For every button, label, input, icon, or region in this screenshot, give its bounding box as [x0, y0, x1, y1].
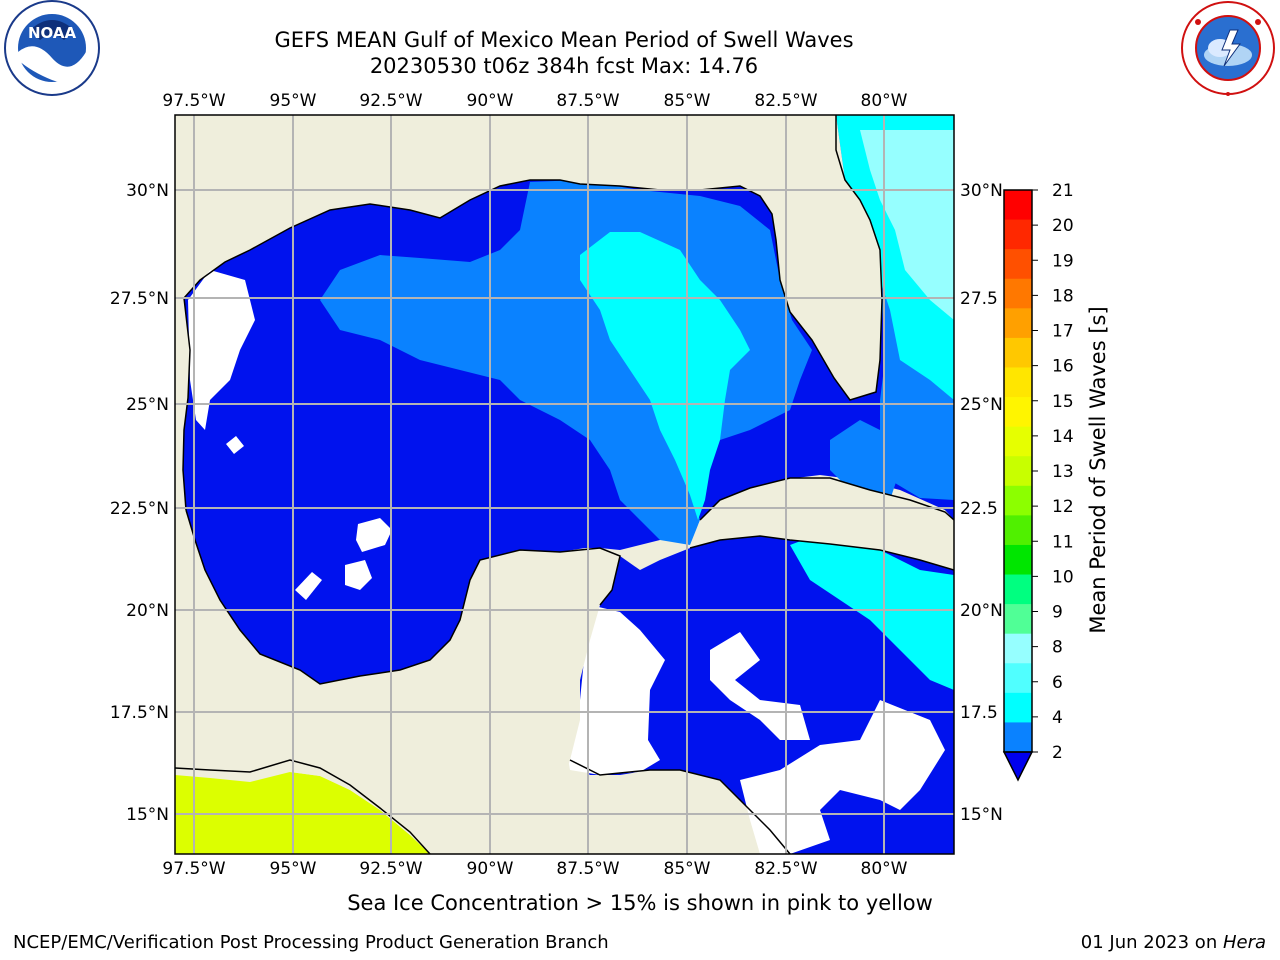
colorbar-extend-arrow — [1002, 751, 1034, 782]
florida-land — [520, 115, 882, 400]
lat-tick-left: 30°N — [126, 181, 169, 201]
colorbar-tick-label: 10 — [1052, 567, 1074, 587]
graticule — [175, 115, 954, 854]
colorbar-swatch — [1004, 337, 1032, 368]
colorbar-swatch — [1004, 485, 1032, 516]
footer-date: 01 Jun 2023 on Hera — [1081, 932, 1266, 953]
colorbar-swatch — [1004, 692, 1032, 723]
map-frame — [174, 114, 955, 855]
lon-tick-bottom: 95°W — [270, 859, 317, 879]
colorbar-tick-label: 19 — [1052, 251, 1074, 271]
colorbar-tick-label: 2 — [1052, 743, 1063, 763]
sea-ice-note: Sea Ice Concentration > 15% is shown in … — [347, 891, 933, 915]
colorbar-swatch — [1004, 663, 1032, 694]
lon-tick-bottom: 87.5°W — [556, 859, 619, 879]
nws-logo-icon — [1181, 1, 1275, 96]
svg-text:NOAA: NOAA — [28, 24, 77, 42]
colorbar-tick-label: 9 — [1052, 603, 1063, 623]
lat-tick-left: 25°N — [126, 395, 169, 415]
colorbar-tick-label: 8 — [1052, 638, 1063, 658]
lon-tick-top: 95°W — [270, 91, 317, 111]
lon-tick-top: 85°W — [664, 91, 711, 111]
noaa-logo-icon: NOAA — [4, 0, 100, 96]
undefined-area-island-4 — [226, 436, 244, 454]
colorbar-tick-label: 18 — [1052, 286, 1074, 306]
colorbar — [1002, 189, 1034, 782]
lon-tick-top: 80°W — [861, 91, 908, 111]
colorbar-swatch — [1004, 604, 1032, 635]
lat-ticks-left: 30°N 27.5°N 25°N 22.5°N 20°N 17.5°N 15°N — [110, 181, 169, 825]
colorbar-tick-label: 17 — [1052, 322, 1074, 342]
lat-tick-right: 17.5 — [960, 703, 998, 723]
colorbar-tick-label: 12 — [1052, 497, 1074, 517]
colorbar-tick-label: 21 — [1052, 181, 1074, 201]
colorbar-tick-label: 11 — [1052, 532, 1074, 552]
colorbar-tick-label: 13 — [1052, 462, 1074, 482]
lat-tick-right: 15°N — [960, 805, 1003, 825]
lon-tick-top: 92.5°W — [359, 91, 422, 111]
lat-tick-left: 27.5°N — [110, 289, 169, 309]
colorbar-swatch — [1004, 219, 1032, 250]
lat-ticks-right: 30°N 27.5 25°N 22.5 20°N 17.5 15°N — [960, 181, 1003, 825]
swell-band-4-6-patch — [830, 420, 900, 500]
lon-tick-top: 87.5°W — [556, 91, 619, 111]
lon-tick-bottom: 82.5°W — [754, 859, 817, 879]
colorbar-swatch — [1004, 544, 1032, 576]
lat-tick-left: 20°N — [126, 601, 169, 621]
yucatan-land — [290, 548, 620, 854]
undefined-area-island-1 — [356, 518, 392, 552]
colorbar-tick-label: 16 — [1052, 357, 1074, 377]
undefined-area-island-2 — [345, 560, 372, 590]
colorbar-swatch — [1004, 367, 1032, 398]
lon-tick-top: 97.5°W — [162, 91, 225, 111]
lat-tick-right: 20°N — [960, 601, 1003, 621]
lon-tick-top: 82.5°W — [754, 91, 817, 111]
colorbar-swatch — [1004, 278, 1032, 309]
undefined-area-west — [188, 270, 255, 430]
footer-machine: Hera — [1222, 932, 1266, 953]
undefined-area-caribbean — [565, 605, 665, 775]
lat-tick-right: 25°N — [960, 395, 1003, 415]
colorbar-swatch — [1004, 397, 1032, 428]
chart-title: GEFS MEAN Gulf of Mexico Mean Period of … — [274, 28, 854, 52]
colorbar-ticks: 21 20 19 18 17 16 15 14 13 12 11 10 9 8 6 4 2 — [1032, 181, 1074, 763]
colorbar-swatch — [1004, 722, 1032, 753]
cuba-land — [690, 478, 954, 570]
swell-band-6-8 — [580, 232, 750, 520]
colorbar-swatch — [1004, 574, 1032, 605]
lat-tick-left: 15°N — [126, 805, 169, 825]
colorbar-tick-label: 15 — [1052, 392, 1074, 412]
colorbar-swatch — [1004, 190, 1032, 221]
colorbar-swatch — [1004, 249, 1032, 280]
colorbar-tick-label: 14 — [1052, 427, 1074, 447]
lat-tick-right: 27.5 — [960, 289, 998, 309]
lon-tick-bottom: 97.5°W — [162, 859, 225, 879]
lon-tick-bottom: 80°W — [861, 859, 908, 879]
lon-tick-bottom: 92.5°W — [359, 859, 422, 879]
undefined-area-southeast — [740, 700, 945, 854]
colorbar-swatch — [1004, 426, 1032, 457]
lon-ticks-bottom: 97.5°W 95°W 92.5°W 90°W 87.5°W 85°W 82.5… — [162, 859, 907, 879]
lat-tick-right: 22.5 — [960, 499, 998, 519]
lon-tick-bottom: 90°W — [467, 859, 514, 879]
colorbar-label: Mean Period of Swell Waves [s] — [1086, 306, 1110, 633]
footer-credit: NCEP/EMC/Verification Post Processing Pr… — [13, 932, 609, 953]
lon-ticks-top: 97.5°W 95°W 92.5°W 90°W 87.5°W 85°W 82.5… — [162, 91, 907, 111]
chart-subtitle: 20230530 t06z 384h fcst Max: 14.76 — [369, 54, 759, 78]
lat-tick-left: 17.5°N — [110, 703, 169, 723]
undefined-area-island-3 — [295, 572, 322, 600]
lon-tick-top: 90°W — [467, 91, 514, 111]
lat-tick-left: 22.5°N — [110, 499, 169, 519]
colorbar-tick-label: 4 — [1052, 708, 1063, 728]
colorbar-swatch — [1004, 456, 1032, 487]
lon-tick-bottom: 85°W — [664, 859, 711, 879]
colorbar-swatch — [1004, 633, 1032, 664]
colorbar-swatch — [1004, 308, 1032, 339]
colorbar-tick-label: 6 — [1052, 673, 1063, 693]
colorbar-tick-label: 20 — [1052, 216, 1074, 236]
footer-date-text: 01 Jun 2023 on — [1080, 932, 1223, 953]
colorbar-swatch — [1004, 515, 1032, 546]
lat-tick-right: 30°N — [960, 181, 1003, 201]
